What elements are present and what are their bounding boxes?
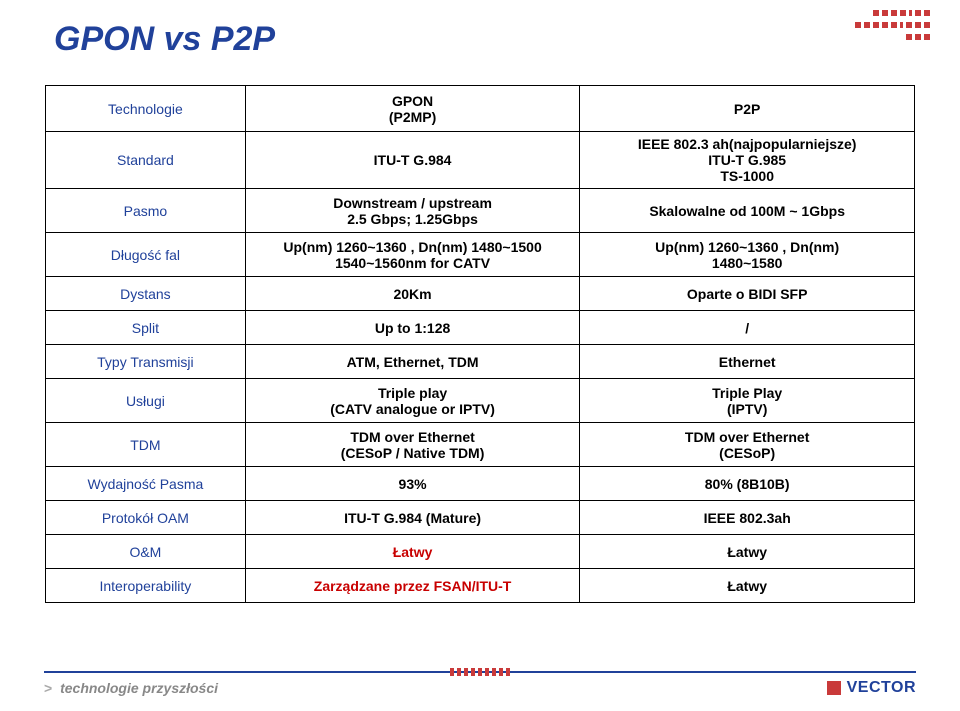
cell-gpon: ATM, Ethernet, TDM bbox=[245, 345, 580, 379]
cell-gpon: Triple play(CATV analogue or IPTV) bbox=[245, 379, 580, 423]
cell-p2p: TDM over Ethernet(CESoP) bbox=[580, 423, 915, 467]
vector-logo-text: VECTOR bbox=[847, 679, 916, 697]
col-header-p2p: P2P bbox=[580, 86, 915, 132]
table-row: InteroperabilityZarządzane przez FSAN/IT… bbox=[46, 569, 915, 603]
table-row: UsługiTriple play(CATV analogue or IPTV)… bbox=[46, 379, 915, 423]
row-label: Pasmo bbox=[46, 189, 246, 233]
cell-p2p: / bbox=[580, 311, 915, 345]
cell-gpon: Łatwy bbox=[245, 535, 580, 569]
footer-tagline-text: technologie przyszłości bbox=[60, 680, 218, 696]
cell-p2p: Oparte o BIDI SFP bbox=[580, 277, 915, 311]
footer-tagline: > technologie przyszłości bbox=[44, 680, 218, 696]
slide-page: GPON vs P2P TechnologieGPON(P2MP)P2PStan… bbox=[0, 0, 960, 711]
cell-gpon: Up to 1:128 bbox=[245, 311, 580, 345]
row-label: Długość fal bbox=[46, 233, 246, 277]
cell-gpon: Zarządzane przez FSAN/ITU-T bbox=[245, 569, 580, 603]
cell-gpon: Up(nm) 1260~1360 , Dn(nm) 1480~15001540~… bbox=[245, 233, 580, 277]
cell-p2p: Triple Play(IPTV) bbox=[580, 379, 915, 423]
vector-logo: VECTOR bbox=[827, 679, 916, 697]
row-label: TDM bbox=[46, 423, 246, 467]
table-row: TDMTDM over Ethernet(CESoP / Native TDM)… bbox=[46, 423, 915, 467]
comparison-table: TechnologieGPON(P2MP)P2PStandardITU-T G.… bbox=[45, 85, 915, 603]
cell-p2p: Ethernet bbox=[580, 345, 915, 379]
col-header-gpon: GPON(P2MP) bbox=[245, 86, 580, 132]
cell-p2p: Łatwy bbox=[580, 569, 915, 603]
cell-p2p: Łatwy bbox=[580, 535, 915, 569]
cell-p2p: Up(nm) 1260~1360 , Dn(nm)1480~1580 bbox=[580, 233, 915, 277]
col-header-technology: Technologie bbox=[46, 86, 246, 132]
cell-gpon: ITU-T G.984 (Mature) bbox=[245, 501, 580, 535]
row-label: Typy Transmisji bbox=[46, 345, 246, 379]
vector-logo-chip bbox=[827, 681, 841, 695]
row-label: Wydajność Pasma bbox=[46, 467, 246, 501]
table-row: Długość falUp(nm) 1260~1360 , Dn(nm) 148… bbox=[46, 233, 915, 277]
decorative-dashes-top bbox=[810, 10, 930, 70]
table-body: TechnologieGPON(P2MP)P2PStandardITU-T G.… bbox=[46, 86, 915, 603]
table-head-row: TechnologieGPON(P2MP)P2P bbox=[46, 86, 915, 132]
row-label: O&M bbox=[46, 535, 246, 569]
cell-p2p: IEEE 802.3ah bbox=[580, 501, 915, 535]
row-label: Interoperability bbox=[46, 569, 246, 603]
footer: > technologie przyszłości VECTOR bbox=[44, 671, 916, 697]
table-row: Wydajność Pasma93%80% (8B10B) bbox=[46, 467, 915, 501]
decorative-dashes-mid bbox=[450, 668, 510, 676]
cell-gpon: 20Km bbox=[245, 277, 580, 311]
row-label: Protokół OAM bbox=[46, 501, 246, 535]
row-label: Usługi bbox=[46, 379, 246, 423]
cell-p2p: IEEE 802.3 ah(najpopularniejsze)ITU-T G.… bbox=[580, 132, 915, 189]
page-title: GPON vs P2P bbox=[44, 20, 916, 59]
cell-p2p: Skalowalne od 100M ~ 1Gbps bbox=[580, 189, 915, 233]
table-row: Protokół OAMITU-T G.984 (Mature)IEEE 802… bbox=[46, 501, 915, 535]
cell-p2p: 80% (8B10B) bbox=[580, 467, 915, 501]
cell-gpon: 93% bbox=[245, 467, 580, 501]
table-row: Dystans20KmOparte o BIDI SFP bbox=[46, 277, 915, 311]
table-row: SplitUp to 1:128/ bbox=[46, 311, 915, 345]
table-row: Typy TransmisjiATM, Ethernet, TDMEtherne… bbox=[46, 345, 915, 379]
table-row: PasmoDownstream / upstream2.5 Gbps; 1.25… bbox=[46, 189, 915, 233]
cell-gpon: TDM over Ethernet(CESoP / Native TDM) bbox=[245, 423, 580, 467]
table-row: StandardITU-T G.984IEEE 802.3 ah(najpopu… bbox=[46, 132, 915, 189]
cell-gpon: Downstream / upstream2.5 Gbps; 1.25Gbps bbox=[245, 189, 580, 233]
cell-gpon: ITU-T G.984 bbox=[245, 132, 580, 189]
chevron-icon: > bbox=[44, 680, 52, 696]
row-label: Split bbox=[46, 311, 246, 345]
row-label: Dystans bbox=[46, 277, 246, 311]
row-label: Standard bbox=[46, 132, 246, 189]
table-row: O&MŁatwyŁatwy bbox=[46, 535, 915, 569]
